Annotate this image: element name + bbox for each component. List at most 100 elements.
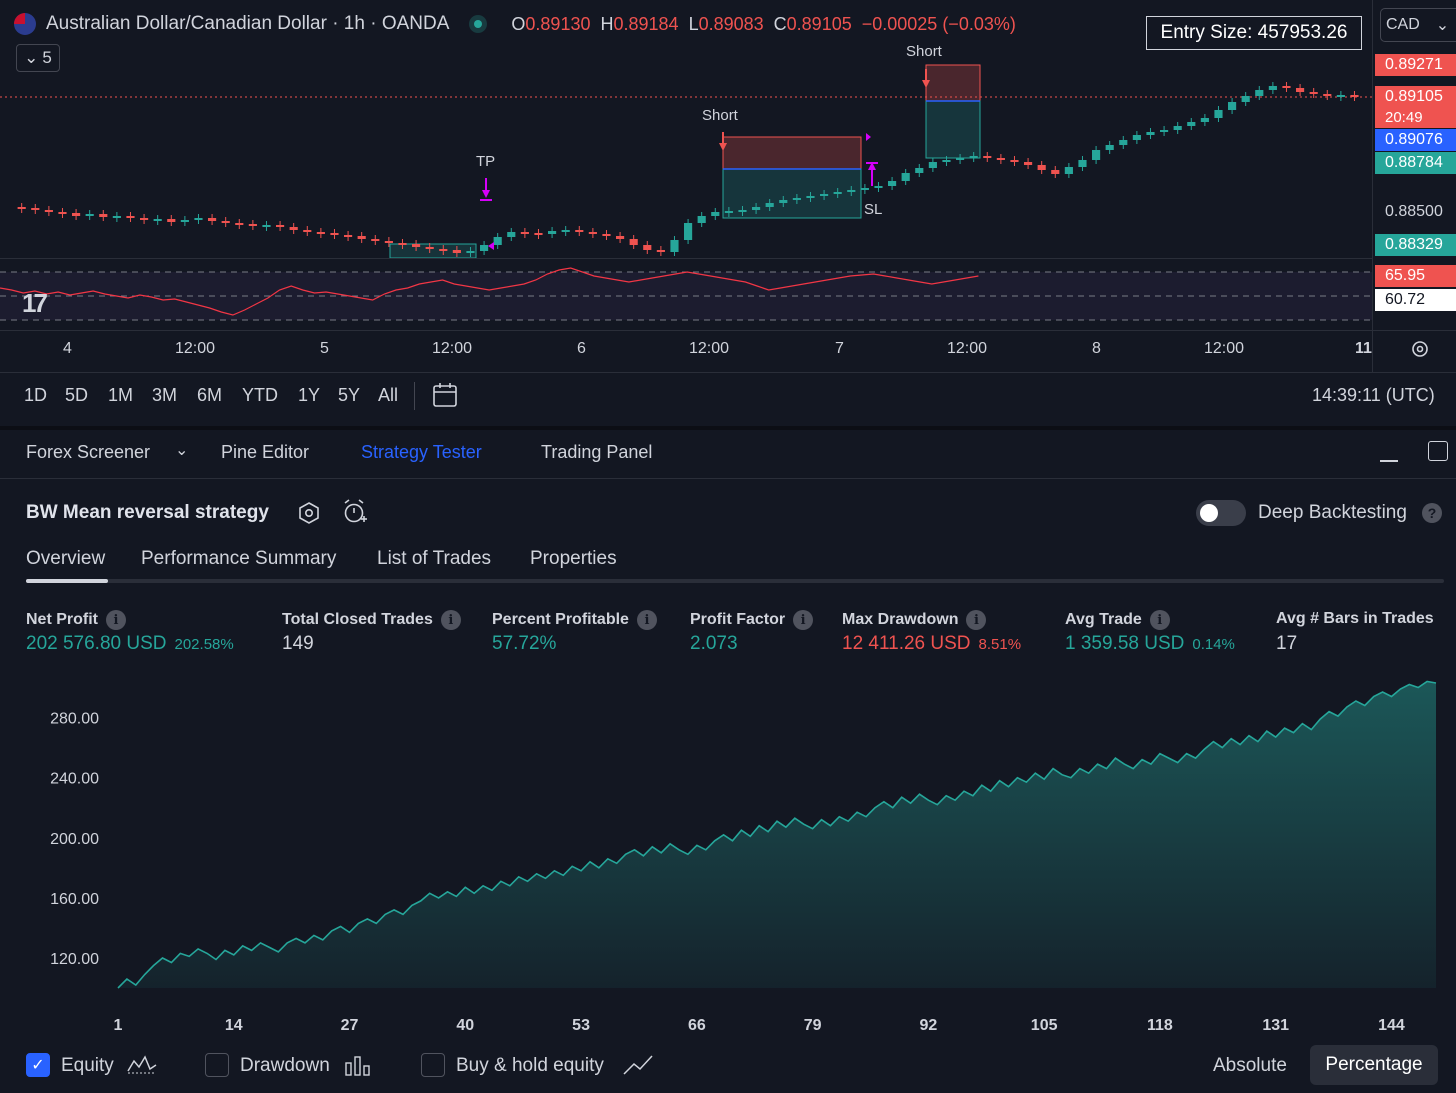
x-tick-label: 27 — [341, 1017, 359, 1034]
candle — [371, 239, 380, 241]
tradingview-logo-icon[interactable]: 17 — [22, 288, 48, 318]
deep-backtesting-label: Deep Backtesting — [1258, 502, 1407, 523]
time-axis-border — [0, 330, 1456, 331]
candle — [520, 232, 529, 234]
candle — [792, 198, 801, 200]
tab-forex-screener[interactable]: Forex Screener — [26, 442, 151, 462]
tab-trading-panel[interactable]: Trading Panel — [541, 442, 653, 462]
ohlc-close: 0.89105 — [786, 13, 852, 34]
range-1m-button[interactable]: 1M — [108, 385, 134, 405]
info-icon[interactable]: i — [636, 610, 657, 630]
candle — [1296, 88, 1305, 92]
candle — [996, 158, 1005, 160]
metric-value-text: 12 411.26 USD — [842, 633, 971, 654]
subtab-overview[interactable]: Overview — [26, 548, 106, 569]
metric-net-profit-value: 202 576.80 USD 202.58% — [26, 633, 234, 655]
metric-pct: 202.58% — [174, 636, 234, 653]
candle — [140, 218, 149, 220]
candle — [412, 244, 421, 247]
chart-settings-gear-icon[interactable] — [1410, 339, 1430, 359]
range-6m-button[interactable]: 6M — [197, 385, 223, 405]
buy-hold-legend-label: Buy & hold equity — [456, 1055, 604, 1076]
deep-backtesting-toggle[interactable] — [1196, 500, 1246, 526]
range-3m-button[interactable]: 3M — [152, 385, 178, 405]
candlestick-plot[interactable] — [0, 40, 1372, 330]
x-axis-label: 6 — [577, 340, 586, 357]
candle — [1282, 86, 1291, 88]
absolute-button[interactable]: Absolute — [1213, 1055, 1287, 1076]
info-icon[interactable]: i — [106, 610, 126, 630]
ohlc-open: 0.89130 — [525, 13, 591, 34]
candle — [765, 203, 774, 207]
drawdown-checkbox[interactable] — [205, 1053, 229, 1077]
currency-select[interactable]: CAD ⌄ — [1380, 8, 1456, 42]
entry-marker-icon — [488, 242, 494, 250]
info-icon[interactable]: i — [793, 610, 814, 630]
equity-area — [118, 681, 1436, 988]
x-tick-label: 118 — [1147, 1017, 1173, 1034]
candle — [602, 234, 611, 236]
info-icon[interactable]: i — [1149, 610, 1170, 630]
candle — [915, 168, 924, 173]
range-ytd-button[interactable]: YTD — [242, 385, 278, 405]
utc-clock[interactable]: 14:39:11 (UTC) — [1312, 385, 1435, 405]
candle — [1323, 94, 1332, 96]
range-divider — [414, 382, 415, 410]
candle — [1078, 160, 1087, 167]
indicators-collapse-button[interactable]: ⌄ 5 — [16, 44, 60, 72]
candle — [901, 173, 910, 181]
metric-total-trades-label: Total Closed Trades i — [282, 610, 461, 630]
x-axis-label: 12:00 — [432, 340, 473, 357]
candle — [180, 220, 189, 222]
x-tick-label: 40 — [456, 1017, 474, 1034]
price-chart[interactable]: Australian Dollar/Canadian Dollar · 1h ·… — [0, 0, 1456, 420]
buy-hold-checkbox[interactable] — [421, 1053, 445, 1077]
calendar-icon[interactable] — [432, 382, 460, 408]
chevron-down-icon[interactable]: ⌄ — [175, 442, 189, 459]
subtab-properties[interactable]: Properties — [530, 548, 617, 569]
candle — [1336, 95, 1345, 97]
rsi-tag-red: 65.95 — [1375, 265, 1456, 287]
subtab-list-of-trades[interactable]: List of Trades — [377, 548, 492, 569]
info-icon[interactable]: i — [440, 610, 461, 630]
tab-pine-editor[interactable]: Pine Editor — [221, 442, 310, 462]
subtab-performance-summary[interactable]: Performance Summary — [141, 548, 337, 569]
equity-checkbox[interactable]: ✓ — [26, 1053, 50, 1077]
candle — [330, 233, 339, 235]
ohlc-change: −0.00025 (−0.03%) — [861, 13, 1016, 34]
pane-separator[interactable] — [0, 258, 1372, 259]
symbol-title[interactable]: Australian Dollar/Canadian Dollar · 1h ·… — [46, 13, 450, 34]
range-1y-button[interactable]: 1Y — [298, 385, 321, 405]
range-5y-button[interactable]: 5Y — [338, 385, 361, 405]
minimize-icon[interactable] — [1380, 460, 1398, 462]
equity-chart[interactable]: 120.00 160.00 200.00 240.00 280.00 1 14 27 40 53… — [0, 670, 1456, 1040]
percentage-button[interactable]: Percentage — [1310, 1045, 1438, 1085]
strategy-settings-icon[interactable] — [297, 501, 321, 525]
range-5d-button[interactable]: 5D — [65, 385, 89, 405]
candle — [738, 210, 747, 212]
candle — [507, 232, 516, 237]
candle — [860, 188, 869, 190]
candle — [1105, 145, 1114, 150]
rsi-line — [0, 267, 979, 316]
y-axis: 120.00 160.00 200.00 240.00 280.00 — [50, 711, 99, 968]
candle — [956, 158, 965, 160]
x-tick-label: 79 — [804, 1017, 822, 1034]
candle — [561, 230, 570, 232]
rsi-pane[interactable] — [0, 260, 1372, 328]
tab-strategy-tester[interactable]: Strategy Tester — [361, 442, 482, 462]
metric-avg-bars-value: 17 — [1276, 633, 1298, 654]
candle — [847, 190, 856, 192]
add-alert-icon[interactable] — [342, 499, 368, 525]
maximize-icon[interactable] — [1428, 441, 1448, 461]
x-tick-label: 53 — [572, 1017, 590, 1034]
help-icon[interactable]: ? — [1422, 503, 1442, 523]
x-axis-label: 7 — [835, 340, 844, 357]
info-icon[interactable]: i — [966, 610, 987, 630]
candle — [452, 250, 461, 253]
range-all-button[interactable]: All — [378, 385, 399, 405]
range-1d-button[interactable]: 1D — [24, 385, 48, 405]
candle — [248, 224, 257, 226]
metric-label-text: Max Drawdown — [842, 611, 959, 628]
candle — [779, 200, 788, 203]
